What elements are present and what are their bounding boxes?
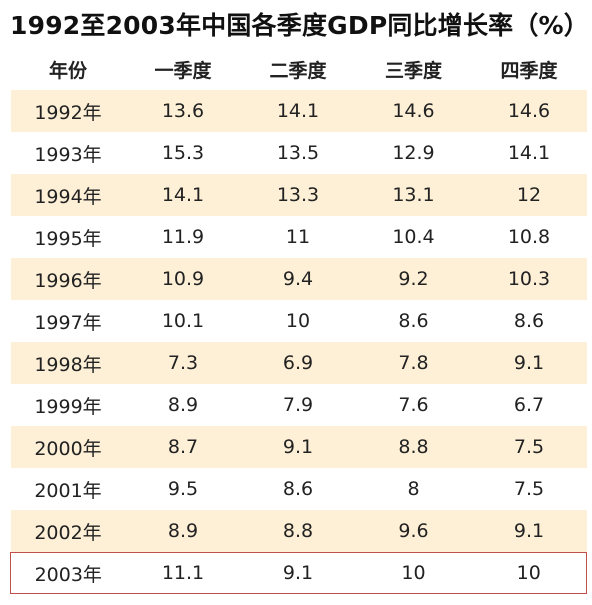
table-row: 1993年 15.3 13.5 12.9 14.1	[11, 132, 587, 174]
value-cell-q2: 14.1	[240, 90, 356, 132]
value-cell-q2: 9.1	[240, 426, 356, 468]
value-cell-q3: 7.6	[398, 394, 429, 416]
value-cell-q2: 8.6	[282, 478, 314, 500]
value-cell-q4: 10	[471, 552, 587, 594]
table-row: 1998年 7.3 6.9 7.8 9.1	[10, 342, 587, 384]
table-row: 2002年 8.9 8.8 9.6 9.1	[10, 510, 587, 553]
value-cell-q4: 6.7	[513, 394, 545, 416]
header-year: 年份	[48, 59, 87, 82]
value-cell-q3: 12.9	[392, 142, 435, 164]
value-cell-q4: 14.6	[471, 90, 587, 132]
header-q1: 一季度	[154, 59, 212, 82]
value-cell-q2: 9.1	[240, 552, 356, 594]
value-cell-q4: 12	[471, 174, 587, 216]
value-cell-q4: 7.5	[471, 426, 587, 468]
value-cell-q4: 8.6	[513, 310, 545, 332]
year-cell: 2003年	[10, 552, 126, 594]
year-cell: 2000年	[10, 426, 126, 468]
year-cell: 2002年	[10, 510, 126, 553]
gdp-growth-table: 年份 一季度 二季度 三季度 四季度 1992年 13.6 14.1 14.6 14.6…	[10, 48, 587, 594]
table-body: 1992年 13.6 14.1 14.6 14.6 1993年 15.3 13.5 12.9 14…	[10, 90, 587, 594]
table-row: 1996年 10.9 9.4 9.2 10.3	[10, 258, 587, 300]
table-row: 1995年 11.9 11 10.4 10.8	[11, 216, 587, 258]
value-cell-q3: 14.6	[355, 90, 472, 132]
header-q4: 四季度	[500, 59, 558, 82]
year-cell: 1996年	[10, 258, 126, 300]
value-cell-q3: 10	[355, 552, 472, 594]
value-cell-q2: 10	[285, 310, 311, 332]
value-cell-q2: 8.8	[240, 510, 356, 553]
year-cell: 1993年	[34, 143, 102, 166]
table-row: 1999年 8.9 7.9 7.6 6.7	[11, 384, 587, 426]
year-cell: 1999年	[34, 395, 102, 418]
year-cell: 1998年	[10, 342, 126, 384]
value-cell-q1: 7.3	[125, 342, 241, 384]
year-cell: 1995年	[34, 227, 102, 250]
table-row: 2003年 11.1 9.1 10 10	[10, 552, 587, 594]
year-cell: 1997年	[34, 311, 102, 334]
chart-title: 1992至2003年中国各季度GDP同比增长率（%）	[10, 11, 590, 40]
value-cell-q2: 11	[285, 226, 311, 248]
value-cell-q1: 8.7	[125, 426, 241, 468]
value-cell-q2: 13.3	[240, 174, 356, 216]
value-cell-q4: 10.3	[471, 258, 587, 300]
value-cell-q1: 10.1	[161, 310, 205, 332]
value-cell-q3: 9.2	[355, 258, 472, 300]
value-cell-q1: 14.1	[125, 174, 241, 216]
value-cell-q2: 9.4	[240, 258, 356, 300]
value-cell-q3: 13.1	[355, 174, 472, 216]
value-cell-q3: 8	[407, 478, 420, 500]
value-cell-q3: 10.4	[392, 226, 435, 248]
value-cell-q2: 13.5	[276, 142, 320, 164]
table-row: 2001年 9.5 8.6 8 7.5	[11, 468, 587, 510]
value-cell-q3: 8.8	[355, 426, 472, 468]
year-cell: 1994年	[10, 174, 126, 216]
value-cell-q3: 7.8	[355, 342, 472, 384]
header-q2: 二季度	[269, 59, 327, 82]
value-cell-q1: 10.9	[125, 258, 241, 300]
value-cell-q2: 7.9	[282, 394, 314, 416]
value-cell-q1: 8.9	[167, 394, 199, 416]
value-cell-q1: 11.1	[125, 552, 241, 594]
value-cell-q1: 15.3	[161, 142, 205, 164]
value-cell-q4: 9.1	[471, 510, 587, 553]
value-cell-q4: 10.8	[507, 226, 551, 248]
value-cell-q3: 8.6	[398, 310, 429, 332]
value-cell-q1: 9.5	[167, 478, 199, 500]
value-cell-q4: 9.1	[471, 342, 587, 384]
value-cell-q1: 11.9	[161, 226, 205, 248]
value-cell-q1: 13.6	[125, 90, 241, 132]
year-cell: 2001年	[34, 479, 102, 502]
value-cell-q1: 8.9	[125, 510, 241, 553]
header-q3: 三季度	[384, 59, 442, 82]
value-cell-q4: 7.5	[513, 478, 545, 500]
value-cell-q4: 14.1	[507, 142, 551, 164]
value-cell-q2: 6.9	[240, 342, 356, 384]
table-row: 1997年 10.1 10 8.6 8.6	[11, 300, 587, 342]
table-row: 2000年 8.7 9.1 8.8 7.5	[10, 426, 587, 468]
year-cell: 1992年	[10, 90, 126, 132]
table-row: 1994年 14.1 13.3 13.1 12	[10, 174, 587, 216]
header-row: 年份 一季度 二季度 三季度 四季度	[11, 48, 587, 90]
value-cell-q3: 9.6	[355, 510, 472, 553]
table-row: 1992年 13.6 14.1 14.6 14.6	[10, 90, 587, 132]
